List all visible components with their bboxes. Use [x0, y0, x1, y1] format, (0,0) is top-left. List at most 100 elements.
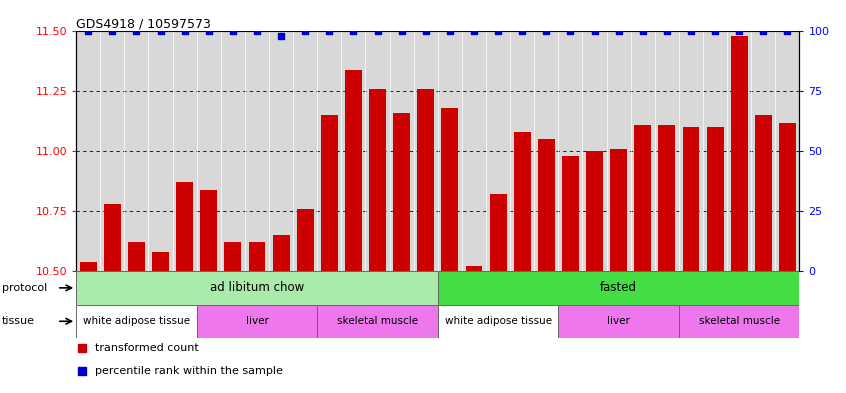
- Bar: [269, 31, 293, 271]
- Bar: [272, 235, 289, 271]
- Bar: [582, 31, 607, 271]
- Text: tissue: tissue: [2, 316, 35, 326]
- Bar: [293, 31, 317, 271]
- Point: [81, 28, 95, 35]
- Bar: [196, 31, 221, 271]
- Point: [154, 28, 168, 35]
- Point: [612, 28, 625, 35]
- Text: protocol: protocol: [2, 283, 47, 293]
- Bar: [486, 31, 510, 271]
- Point: [371, 28, 384, 35]
- Point: [492, 28, 505, 35]
- Bar: [658, 125, 675, 271]
- Bar: [201, 190, 217, 271]
- Bar: [607, 31, 630, 271]
- Point: [299, 28, 312, 35]
- Text: white adipose tissue: white adipose tissue: [444, 316, 552, 326]
- Bar: [538, 139, 555, 271]
- Bar: [321, 116, 338, 271]
- Bar: [224, 242, 241, 271]
- Bar: [514, 132, 530, 271]
- Bar: [462, 31, 486, 271]
- Bar: [678, 31, 703, 271]
- Bar: [630, 31, 655, 271]
- Bar: [442, 108, 459, 271]
- Point: [322, 28, 336, 35]
- Bar: [341, 31, 365, 271]
- Bar: [610, 149, 627, 271]
- Bar: [706, 127, 723, 271]
- Bar: [345, 70, 362, 271]
- Bar: [535, 31, 558, 271]
- Bar: [221, 31, 244, 271]
- Point: [515, 28, 529, 35]
- Text: transformed count: transformed count: [95, 343, 199, 353]
- Point: [202, 28, 216, 35]
- Bar: [317, 305, 437, 338]
- Bar: [414, 31, 437, 271]
- Bar: [510, 31, 535, 271]
- Bar: [437, 305, 558, 338]
- Bar: [104, 204, 121, 271]
- Text: white adipose tissue: white adipose tissue: [83, 316, 190, 326]
- Bar: [655, 31, 678, 271]
- Bar: [437, 271, 799, 305]
- Bar: [678, 305, 799, 338]
- Point: [636, 28, 650, 35]
- Bar: [249, 242, 266, 271]
- Bar: [586, 151, 603, 271]
- Bar: [779, 123, 796, 271]
- Point: [563, 28, 577, 35]
- Point: [467, 28, 481, 35]
- Bar: [389, 31, 414, 271]
- Point: [129, 28, 143, 35]
- Point: [274, 33, 288, 39]
- Bar: [751, 31, 775, 271]
- Bar: [317, 31, 341, 271]
- Bar: [558, 305, 678, 338]
- Bar: [417, 89, 434, 271]
- Bar: [128, 242, 145, 271]
- Bar: [437, 31, 462, 271]
- Point: [708, 28, 722, 35]
- Text: fasted: fasted: [600, 281, 637, 294]
- Bar: [196, 305, 317, 338]
- Bar: [297, 209, 314, 271]
- Bar: [755, 116, 772, 271]
- Point: [347, 28, 360, 35]
- Bar: [634, 125, 651, 271]
- Bar: [775, 31, 799, 271]
- Bar: [173, 31, 196, 271]
- Point: [250, 28, 264, 35]
- Point: [443, 28, 457, 35]
- Bar: [727, 31, 751, 271]
- Text: skeletal muscle: skeletal muscle: [337, 316, 418, 326]
- Bar: [176, 182, 193, 271]
- Point: [419, 28, 432, 35]
- Point: [684, 28, 698, 35]
- Bar: [152, 252, 169, 271]
- Bar: [393, 113, 410, 271]
- Bar: [365, 31, 389, 271]
- Text: percentile rank within the sample: percentile rank within the sample: [95, 366, 283, 376]
- Bar: [149, 31, 173, 271]
- Point: [106, 28, 119, 35]
- Point: [660, 28, 673, 35]
- Text: skeletal muscle: skeletal muscle: [699, 316, 780, 326]
- Bar: [562, 156, 579, 271]
- Bar: [124, 31, 148, 271]
- Bar: [76, 31, 100, 271]
- Point: [395, 28, 409, 35]
- Point: [178, 28, 191, 35]
- Bar: [558, 31, 582, 271]
- Point: [540, 28, 553, 35]
- Text: ad libitum chow: ad libitum chow: [210, 281, 304, 294]
- Bar: [76, 271, 437, 305]
- Text: GDS4918 / 10597573: GDS4918 / 10597573: [76, 17, 211, 30]
- Point: [733, 28, 746, 35]
- Bar: [369, 89, 386, 271]
- Bar: [731, 36, 748, 271]
- Bar: [100, 31, 124, 271]
- Text: liver: liver: [245, 316, 268, 326]
- Point: [781, 28, 794, 35]
